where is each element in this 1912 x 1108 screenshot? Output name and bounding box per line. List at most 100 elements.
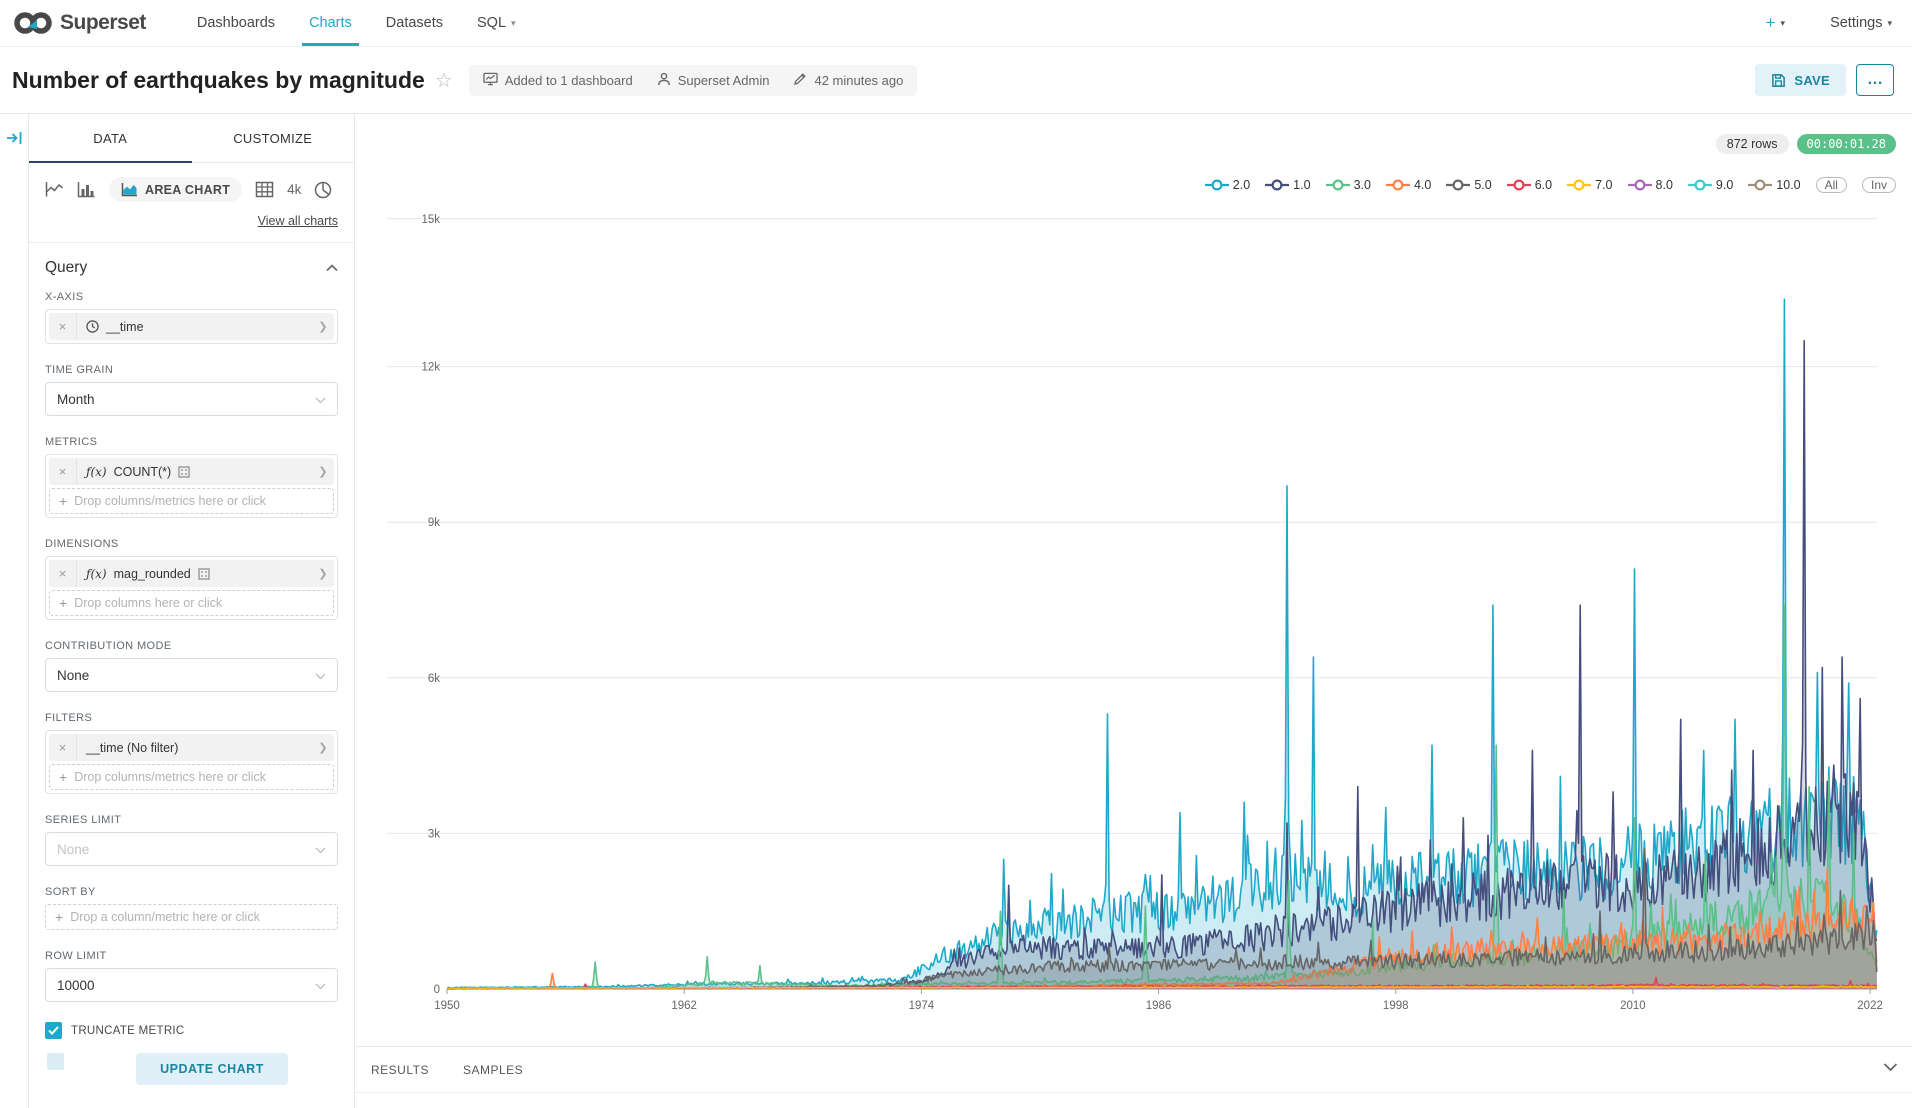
add-new-menu[interactable]: + ▾	[1749, 13, 1802, 33]
dashboard-icon	[483, 72, 498, 89]
filters-dropzone[interactable]: + Drop columns/metrics here or click	[49, 764, 334, 790]
clipped-checkbox[interactable]	[47, 1053, 64, 1070]
legend-marker-icon	[1687, 179, 1712, 191]
filter-pill[interactable]: × __time (No filter) ❯	[49, 734, 334, 761]
legend-label: 5.0	[1474, 178, 1492, 192]
legend-item-8.0[interactable]: 8.0	[1627, 178, 1673, 192]
panel-tabs: DATA CUSTOMIZE	[29, 114, 354, 163]
function-icon: ƒ(x)	[86, 566, 107, 581]
nav-item-charts[interactable]: Charts	[292, 0, 369, 46]
query-section-title: Query	[45, 259, 88, 276]
tab-data[interactable]: DATA	[29, 114, 192, 163]
collapse-results-icon[interactable]	[1883, 1059, 1898, 1077]
svg-text:1986: 1986	[1146, 1000, 1172, 1012]
contribution-mode-select[interactable]: None	[45, 658, 338, 692]
nav-item-sql[interactable]: SQL ▾	[460, 0, 533, 46]
big-number-viz-icon[interactable]: 4k	[287, 182, 302, 197]
meta-user: Superset Admin	[657, 72, 769, 89]
legend-all-button[interactable]: All	[1815, 177, 1847, 193]
line-chart-viz-icon[interactable]	[45, 181, 64, 198]
chevron-down-icon	[315, 978, 326, 993]
sort-by-dropzone[interactable]: + Drop a column/metric here or click	[45, 904, 338, 930]
remove-icon[interactable]: ×	[49, 560, 77, 587]
superset-logo[interactable]: Superset	[14, 0, 146, 46]
nav-item-datasets[interactable]: Datasets	[369, 0, 460, 46]
remove-icon[interactable]: ×	[49, 734, 77, 761]
remove-icon[interactable]: ×	[49, 458, 77, 485]
legend-marker-icon	[1567, 179, 1592, 191]
legend-item-5.0[interactable]: 5.0	[1446, 178, 1492, 192]
plus-icon: +	[55, 909, 64, 925]
caret-right-icon[interactable]: ❯	[318, 466, 328, 478]
dimension-pill[interactable]: × ƒ(x) mag_rounded ❯	[49, 560, 334, 587]
area-chart-icon	[121, 183, 137, 197]
x-axis-pill[interactable]: × __time ❯	[49, 313, 334, 340]
svg-text:1950: 1950	[434, 1000, 460, 1012]
legend-item-7.0[interactable]: 7.0	[1567, 178, 1613, 192]
remove-icon[interactable]: ×	[49, 313, 77, 340]
control-label: SERIES LIMIT	[45, 814, 122, 826]
meta-pencil: 42 minutes ago	[793, 72, 903, 89]
control-label: SORT BY	[45, 886, 96, 898]
legend-item-3.0[interactable]: 3.0	[1325, 178, 1371, 192]
caret-right-icon[interactable]: ❯	[318, 321, 328, 333]
truncate-metric-label: TRUNCATE METRIC	[71, 1024, 185, 1037]
save-label: SAVE	[1794, 72, 1830, 88]
legend-item-2.0[interactable]: 2.0	[1204, 178, 1250, 192]
caret-right-icon[interactable]: ❯	[318, 568, 328, 580]
area-chart[interactable]: 0 3k 6k 9k 12k 15k 1950 1962 1974 1986 1998 2010 202…	[355, 114, 1911, 1047]
nav-item-dashboards[interactable]: Dashboards	[180, 0, 292, 46]
dropzone-label: Drop columns/metrics here or click	[74, 494, 266, 508]
table-viz-icon[interactable]	[255, 181, 274, 198]
control-label: DIMENSIONS	[45, 538, 119, 550]
legend-item-6.0[interactable]: 6.0	[1506, 178, 1553, 192]
view-all-charts-link[interactable]: View all charts	[257, 214, 338, 228]
tab-customize[interactable]: CUSTOMIZE	[192, 114, 355, 162]
legend-label: 7.0	[1595, 178, 1613, 192]
pie-chart-viz-icon[interactable]	[314, 181, 332, 199]
time-grain-value: Month	[57, 391, 95, 407]
collapse-panel-icon[interactable]	[6, 130, 23, 146]
time-grain-select[interactable]: Month	[45, 382, 338, 416]
plus-icon: +	[59, 595, 68, 611]
truncate-metric-checkbox[interactable]	[45, 1022, 62, 1039]
chevron-down-icon: ▾	[1780, 17, 1786, 28]
legend-item-1.0[interactable]: 1.0	[1265, 178, 1311, 192]
meta-label: Added to 1 dashboard	[504, 72, 633, 88]
legend-item-10.0[interactable]: 10.0	[1748, 178, 1801, 192]
bar-chart-viz-icon[interactable]	[77, 181, 96, 198]
svg-text:1998: 1998	[1383, 1000, 1409, 1012]
settings-menu[interactable]: Settings ▾	[1830, 15, 1892, 31]
query-section-header[interactable]: Query	[45, 243, 338, 291]
control-label: ROW LIMIT	[45, 950, 107, 962]
meta-dashboard[interactable]: Added to 1 dashboard	[483, 72, 633, 89]
control-label: CONTRIBUTION MODE	[45, 640, 172, 652]
area-chart-viz-selected[interactable]: AREA CHART	[109, 177, 243, 202]
legend-inv-button[interactable]: Inv	[1861, 177, 1896, 193]
legend-item-4.0[interactable]: 4.0	[1385, 178, 1432, 192]
results-tab-samples[interactable]: SAMPLES	[462, 1063, 524, 1077]
update-chart-button[interactable]: UPDATE CHART	[136, 1053, 288, 1085]
results-tabs: RESULTS SAMPLES	[355, 1047, 1912, 1093]
metric-pill[interactable]: × ƒ(x) COUNT(*) ❯	[49, 458, 334, 485]
legend-marker-icon	[1506, 179, 1531, 191]
control-label: METRICS	[45, 436, 98, 448]
infinity-logo-icon	[14, 12, 52, 34]
page-title: Number of earthquakes by magnitude	[12, 66, 425, 93]
metrics-dropzone[interactable]: + Drop columns/metrics here or click	[49, 488, 334, 514]
row-limit-select[interactable]: 10000	[45, 968, 338, 1002]
series-limit-select[interactable]: None	[45, 832, 338, 866]
row-count-badge: 872 rows	[1715, 134, 1789, 154]
legend-item-9.0[interactable]: 9.0	[1687, 178, 1733, 192]
tab-label: DATA	[93, 130, 128, 146]
dimensions-dropzone[interactable]: + Drop columns here or click	[49, 590, 334, 616]
function-icon: ƒ(x)	[86, 464, 107, 479]
results-tab-results[interactable]: RESULTS	[371, 1063, 429, 1077]
legend-label: 4.0	[1413, 178, 1432, 192]
legend-label: 6.0	[1534, 178, 1553, 192]
save-button[interactable]: SAVE	[1755, 64, 1846, 96]
adhoc-column-icon	[178, 465, 190, 478]
more-options-button[interactable]: …	[1856, 64, 1894, 96]
favorite-star-icon[interactable]: ☆	[434, 69, 453, 92]
caret-right-icon[interactable]: ❯	[318, 742, 328, 754]
